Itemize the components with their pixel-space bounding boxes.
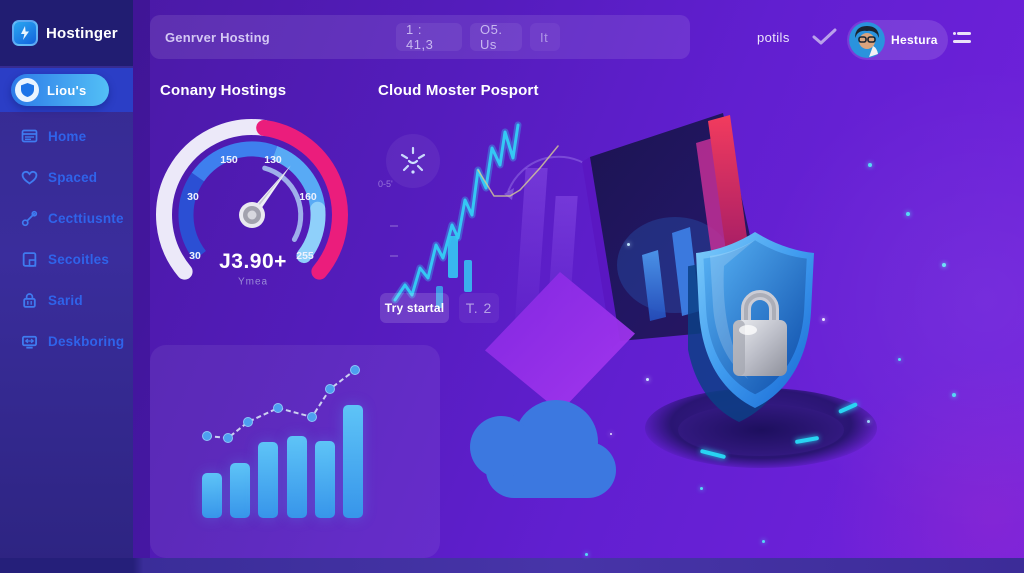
bar xyxy=(314,441,335,518)
particle-dot xyxy=(627,243,630,246)
particle-dot xyxy=(610,433,612,435)
sidebar-item-label: Secoitles xyxy=(48,252,110,267)
logo[interactable]: Hostinger xyxy=(0,0,133,66)
sidebar-item-sarid[interactable]: Sarid xyxy=(0,280,133,321)
shield-icon xyxy=(15,78,39,102)
particle-dot xyxy=(868,163,872,167)
checkmark-icon[interactable] xyxy=(812,28,838,51)
particle-dot xyxy=(906,212,910,216)
particle-dot xyxy=(898,358,901,361)
sidebar-item-label: Home xyxy=(48,129,87,144)
bar-chart xyxy=(150,345,440,558)
bar xyxy=(343,405,363,518)
particle-dot xyxy=(585,553,588,556)
bar xyxy=(230,463,251,518)
search-input[interactable] xyxy=(150,29,340,45)
gauge-unit: Ymea xyxy=(237,276,269,288)
search-bar[interactable]: 1 : 41,3 O5. Us It xyxy=(150,15,690,59)
logo-label: Hostinger xyxy=(46,24,118,42)
sidebar-item-home[interactable]: Home xyxy=(0,116,133,157)
pagination-chip[interactable]: T. 2 xyxy=(459,293,499,323)
gauge-value: J3.90+ xyxy=(219,250,287,273)
hostinger-logo-icon xyxy=(12,20,38,46)
sidebar-gutter xyxy=(133,0,150,573)
trend-line-chart xyxy=(202,365,360,443)
gauge-card-title: Conany Hostings xyxy=(160,82,287,99)
key-icon xyxy=(21,210,38,227)
try-startal-button[interactable]: Try startal xyxy=(380,293,449,323)
gauge-tick: 30 xyxy=(187,191,199,203)
sidebar-item-cecttiusnte[interactable]: Cecttiusnte xyxy=(0,198,133,239)
stat-chip-version: 1 : 41,3 xyxy=(396,22,462,52)
stat-chip-usage: O5. Us xyxy=(470,22,522,52)
cloud-trend-chart xyxy=(390,121,559,308)
gauge-tick: 150 xyxy=(220,154,238,166)
sidebar-menu: Home Spaced Cecttiusnte Secoitles Sarid … xyxy=(0,116,133,362)
user-menu[interactable]: Hestura xyxy=(847,20,948,60)
gauge-tick: 160 xyxy=(299,191,317,203)
sparkle-icon xyxy=(386,134,440,188)
stat-chip-it: It xyxy=(530,23,560,51)
bar xyxy=(286,436,307,518)
gauge-tick: 30 xyxy=(189,250,201,262)
sidebar-item-label: Deskboring xyxy=(48,334,125,349)
bar xyxy=(258,442,279,518)
sidebar-item-label: Spaced xyxy=(48,170,98,185)
shield-platform-core xyxy=(678,404,844,456)
hosting-gauge: 150 130 30 160 30 255 J3.90+ Ymea xyxy=(152,110,352,305)
particle-dot xyxy=(700,487,703,490)
sidebar-item-label: Cecttiusnte xyxy=(48,211,124,226)
document-icon xyxy=(22,252,37,267)
particle-dot xyxy=(952,393,956,397)
footer-strip xyxy=(0,558,1024,573)
sidebar: Hostinger Liou's Home Spaced Cecttiusnte xyxy=(0,0,133,573)
cloud-icon xyxy=(470,400,616,498)
user-name: Hestura xyxy=(891,33,938,47)
sidebar-item-deskboring[interactable]: Deskboring xyxy=(0,321,133,362)
browser-icon xyxy=(21,129,38,143)
security-shield-illustration xyxy=(688,232,814,422)
heart-icon xyxy=(21,170,38,185)
sidebar-active-band: Liou's xyxy=(0,68,133,112)
particle-dot xyxy=(822,318,825,321)
menu-icon[interactable] xyxy=(953,32,973,45)
sidebar-item-label: Sarid xyxy=(48,293,83,308)
avatar[interactable] xyxy=(849,22,885,58)
gauge-tick: 130 xyxy=(264,154,282,166)
sidebar-item-secoitles[interactable]: Secoitles xyxy=(0,239,133,280)
particle-dot xyxy=(867,420,870,423)
lock-icon xyxy=(23,293,36,308)
particle-dot xyxy=(942,263,946,267)
monitor-icon xyxy=(22,335,37,349)
gauge-chart xyxy=(156,119,348,280)
sidebar-item-label: Liou's xyxy=(47,82,87,98)
sidebar-item-spaced[interactable]: Spaced xyxy=(0,157,133,198)
gauge-tick: 255 xyxy=(296,250,314,262)
particle-dot xyxy=(646,378,649,381)
cloud-card-title: Cloud Moster Posport xyxy=(378,82,539,99)
bar xyxy=(202,473,222,518)
axis-label: 0-5' xyxy=(378,179,393,189)
performance-chart-card xyxy=(150,345,440,558)
potils-label: potils xyxy=(757,30,790,45)
sidebar-item-lious[interactable]: Liou's xyxy=(11,74,109,106)
particle-dot xyxy=(762,540,765,543)
